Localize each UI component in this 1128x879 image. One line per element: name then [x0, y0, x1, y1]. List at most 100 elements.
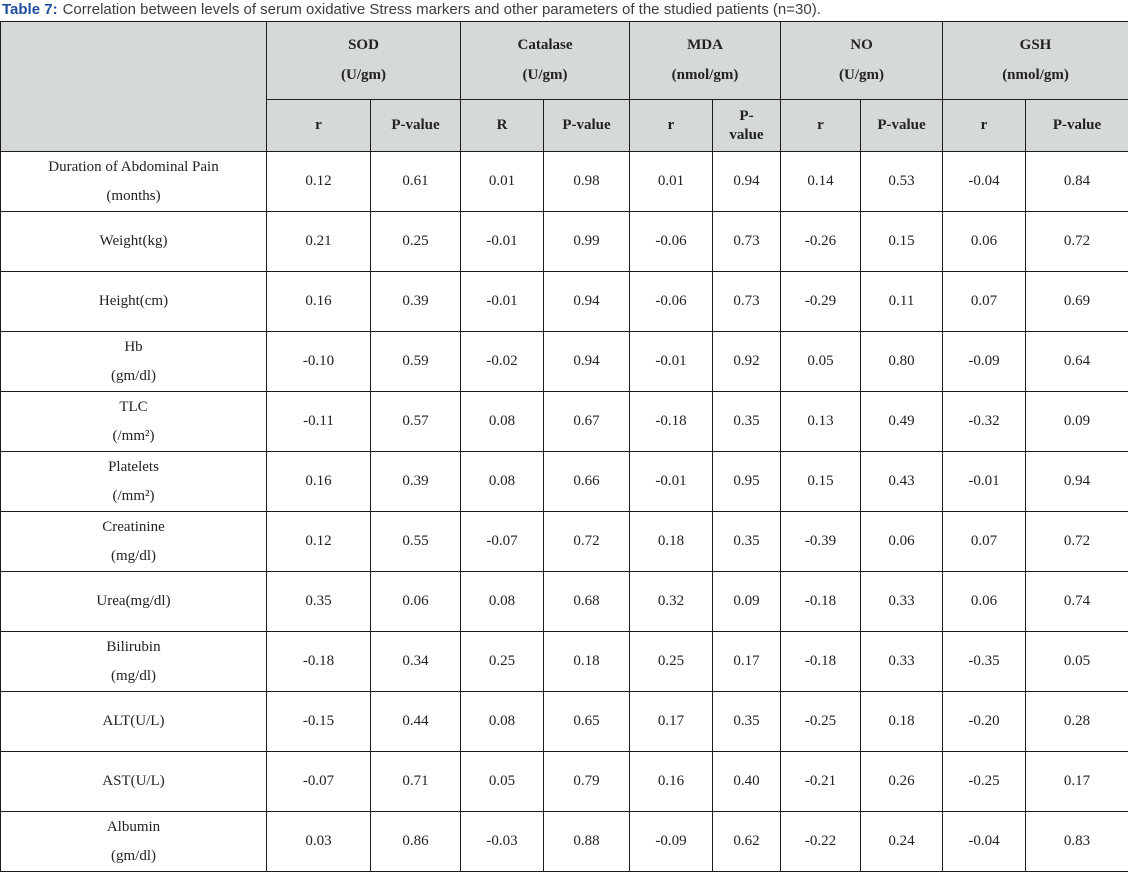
subheader-label: r: [315, 117, 322, 134]
value-cell: 0.06: [942, 571, 1027, 632]
group-unit: (U/gm): [341, 66, 386, 83]
column-group-mda: MDA (nmol/gm): [628, 21, 782, 100]
value-cell: 0.25: [629, 631, 713, 692]
value-cell: -0.18: [780, 571, 862, 632]
row-label: AST(U/L): [0, 751, 267, 812]
value-cell: -0.01: [942, 451, 1027, 512]
value-cell: 0.09: [1025, 391, 1128, 452]
value-cell: -0.04: [942, 151, 1027, 212]
subheader-label: P-value: [877, 117, 926, 134]
value-cell: 0.17: [629, 691, 713, 752]
value-cell: 0.71: [370, 751, 461, 812]
value-cell: 0.67: [543, 391, 630, 452]
value-cell: 0.39: [370, 271, 461, 332]
value-cell: 0.18: [629, 511, 713, 572]
value-cell: -0.35: [942, 631, 1027, 692]
row-label-line: Albumin: [106, 819, 161, 835]
value-cell: 0.08: [460, 391, 544, 452]
table-row: AST(U/L) -0.07 0.71 0.05 0.79 0.16 0.40 -0.21 0.…: [0, 751, 1128, 812]
value-cell: 0.32: [629, 571, 713, 632]
group-unit: (U/gm): [522, 66, 568, 83]
table-body: Duration of Abdominal Pain (months) 0.12 0.…: [0, 151, 1128, 872]
group-unit: (U/gm): [839, 66, 885, 83]
row-label: Height(cm): [0, 271, 267, 332]
value-cell: 0.17: [711, 631, 782, 692]
value-cell: 0.40: [711, 751, 782, 812]
subheader-label: P-value: [391, 117, 440, 134]
subheader-r: r: [266, 99, 371, 152]
value-cell: 0.06: [942, 211, 1027, 272]
value-cell: 0.15: [860, 211, 944, 272]
value-cell: 0.03: [266, 811, 371, 872]
value-cell: -0.18: [629, 391, 713, 452]
table-header: SOD (U/gm) Catalase (U/gm) MDA (nmol/gm) NO (U/…: [0, 21, 1128, 152]
value-cell: 0.16: [266, 451, 371, 512]
value-cell: 0.94: [711, 151, 782, 212]
value-cell: 0.06: [370, 571, 461, 632]
value-cell: 0.66: [543, 451, 630, 512]
value-cell: 0.94: [543, 331, 630, 392]
value-cell: 0.69: [1025, 271, 1128, 332]
value-cell: 0.72: [1025, 211, 1128, 272]
value-cell: -0.20: [942, 691, 1027, 752]
table-row: ALT(U/L) -0.15 0.44 0.08 0.65 0.17 0.35 -0.25 0.…: [0, 691, 1128, 752]
row-label-line: Height(cm): [98, 293, 169, 310]
row-label: Platelets (/mm²): [0, 451, 267, 512]
subheader-pvalue: P-value: [711, 99, 782, 152]
row-label-line: ALT(U/L): [102, 713, 165, 730]
header-group-row: SOD (U/gm) Catalase (U/gm) MDA (nmol/gm) NO (U/…: [0, 21, 1128, 152]
subheader-pvalue: P-value: [370, 99, 461, 152]
column-group-sod: SOD (U/gm): [266, 21, 461, 100]
value-cell: 0.73: [711, 271, 782, 332]
subheader-pvalue: P-value: [543, 99, 630, 152]
value-cell: -0.11: [266, 391, 371, 452]
value-cell: 0.80: [860, 331, 944, 392]
value-cell: 0.74: [1025, 571, 1128, 632]
value-cell: -0.02: [460, 331, 544, 392]
value-cell: 0.43: [860, 451, 944, 512]
table-caption: Table 7: Correlation between levels of se…: [0, 0, 1128, 21]
group-unit: (nmol/gm): [1002, 66, 1069, 83]
row-label-line: (mg/dl): [111, 667, 156, 684]
value-cell: -0.01: [629, 331, 713, 392]
value-cell: 0.68: [543, 571, 630, 632]
value-cell: -0.39: [780, 511, 862, 572]
value-cell: 0.35: [711, 391, 782, 452]
row-label: Albumin (gm/dl): [0, 811, 267, 872]
value-cell: 0.05: [1025, 631, 1128, 692]
row-label: ALT(U/L): [0, 691, 267, 752]
value-cell: 0.26: [860, 751, 944, 812]
value-cell: -0.09: [629, 811, 713, 872]
row-label: Bilirubin (mg/dl): [0, 631, 267, 692]
subheader-r: R: [460, 99, 544, 152]
subheader-label: r: [667, 117, 675, 134]
value-cell: 0.53: [860, 151, 944, 212]
row-label: Weight(kg): [0, 211, 267, 272]
row-label-line: (/mm²): [112, 427, 155, 444]
row-label-line: Duration of Abdominal Pain: [48, 159, 219, 175]
value-cell: 0.57: [370, 391, 461, 452]
value-cell: 0.34: [370, 631, 461, 692]
header-sub-row: r P-value R P-value r P-value r P-value r P-value: [1, 99, 1128, 152]
subheader-r: r: [629, 99, 713, 152]
value-cell: -0.15: [266, 691, 371, 752]
value-cell: -0.25: [780, 691, 862, 752]
row-label-line: Bilirubin: [106, 639, 161, 655]
value-cell: -0.21: [780, 751, 862, 812]
row-label-line: Platelets: [108, 459, 159, 475]
value-cell: 0.72: [1025, 511, 1128, 572]
subheader-label: P-value: [562, 117, 611, 134]
value-cell: 0.92: [711, 331, 782, 392]
value-cell: 0.73: [711, 211, 782, 272]
value-cell: 0.84: [1025, 151, 1128, 212]
column-group-catalase: Catalase (U/gm): [460, 21, 630, 100]
value-cell: 0.25: [370, 211, 461, 272]
subheader-pvalue: P-value: [1025, 99, 1128, 152]
subheader-label: r: [980, 117, 988, 134]
value-cell: 0.28: [1025, 691, 1128, 752]
value-cell: 0.16: [266, 271, 371, 332]
value-cell: 0.24: [860, 811, 944, 872]
group-name: Catalase: [517, 37, 573, 54]
table-row: Weight(kg) 0.21 0.25 -0.01 0.99 -0.06 0.73 -0.2…: [0, 211, 1128, 272]
value-cell: 0.72: [543, 511, 630, 572]
